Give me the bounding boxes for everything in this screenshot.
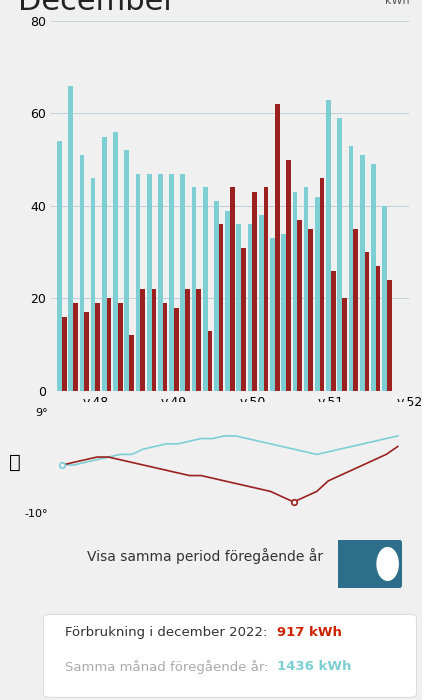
- Bar: [241, 248, 246, 391]
- Bar: [219, 225, 224, 391]
- Bar: [113, 132, 118, 391]
- Bar: [62, 317, 67, 391]
- Bar: [320, 178, 325, 391]
- Bar: [376, 266, 380, 391]
- Bar: [297, 220, 302, 391]
- Bar: [342, 298, 347, 391]
- Bar: [57, 141, 62, 391]
- Bar: [192, 188, 196, 391]
- Legend: December 2021, December 2022: December 2021, December 2022: [95, 414, 365, 437]
- Bar: [169, 174, 174, 391]
- Bar: [84, 312, 89, 391]
- Text: kWh: kWh: [385, 0, 409, 6]
- Bar: [158, 174, 163, 391]
- Bar: [102, 136, 107, 391]
- Bar: [214, 202, 219, 391]
- Bar: [360, 155, 365, 391]
- Bar: [124, 150, 129, 391]
- Bar: [337, 118, 342, 391]
- Bar: [107, 298, 111, 391]
- Bar: [95, 303, 100, 391]
- Bar: [181, 174, 185, 391]
- Bar: [230, 188, 235, 391]
- Bar: [349, 146, 353, 391]
- Bar: [286, 160, 291, 391]
- Bar: [203, 188, 208, 391]
- Bar: [147, 174, 151, 391]
- Bar: [196, 289, 201, 391]
- Bar: [68, 85, 73, 391]
- Text: December: December: [19, 0, 176, 16]
- Bar: [353, 229, 358, 391]
- Bar: [80, 155, 84, 391]
- Text: Visa samma period föregående år: Visa samma period föregående år: [87, 547, 323, 564]
- Bar: [304, 188, 308, 391]
- Bar: [140, 289, 145, 391]
- Bar: [371, 164, 376, 391]
- Bar: [326, 99, 331, 391]
- FancyBboxPatch shape: [43, 615, 417, 697]
- Bar: [225, 211, 230, 391]
- Bar: [382, 206, 387, 391]
- Bar: [252, 192, 257, 391]
- Bar: [365, 252, 369, 391]
- Text: Förbrukning i december 2022:: Förbrukning i december 2022:: [65, 626, 268, 639]
- Bar: [151, 289, 156, 391]
- Bar: [331, 271, 335, 391]
- Bar: [135, 174, 140, 391]
- Text: 🌡: 🌡: [9, 453, 21, 472]
- Bar: [163, 303, 168, 391]
- Bar: [259, 215, 264, 391]
- Bar: [387, 280, 392, 391]
- Bar: [91, 178, 95, 391]
- Bar: [270, 238, 275, 391]
- Text: Samma månad föregående år:: Samma månad föregående år:: [65, 660, 268, 674]
- Bar: [118, 303, 123, 391]
- Text: 917 kWh: 917 kWh: [277, 626, 341, 639]
- Bar: [315, 197, 320, 391]
- Bar: [236, 225, 241, 391]
- Bar: [129, 335, 134, 391]
- Bar: [185, 289, 190, 391]
- Bar: [174, 307, 179, 391]
- Bar: [208, 331, 212, 391]
- Text: 1436 kWh: 1436 kWh: [277, 660, 351, 673]
- Bar: [73, 303, 78, 391]
- Bar: [264, 188, 268, 391]
- Bar: [248, 225, 252, 391]
- Bar: [292, 192, 297, 391]
- Bar: [281, 234, 286, 391]
- Bar: [275, 104, 279, 391]
- Bar: [308, 229, 313, 391]
